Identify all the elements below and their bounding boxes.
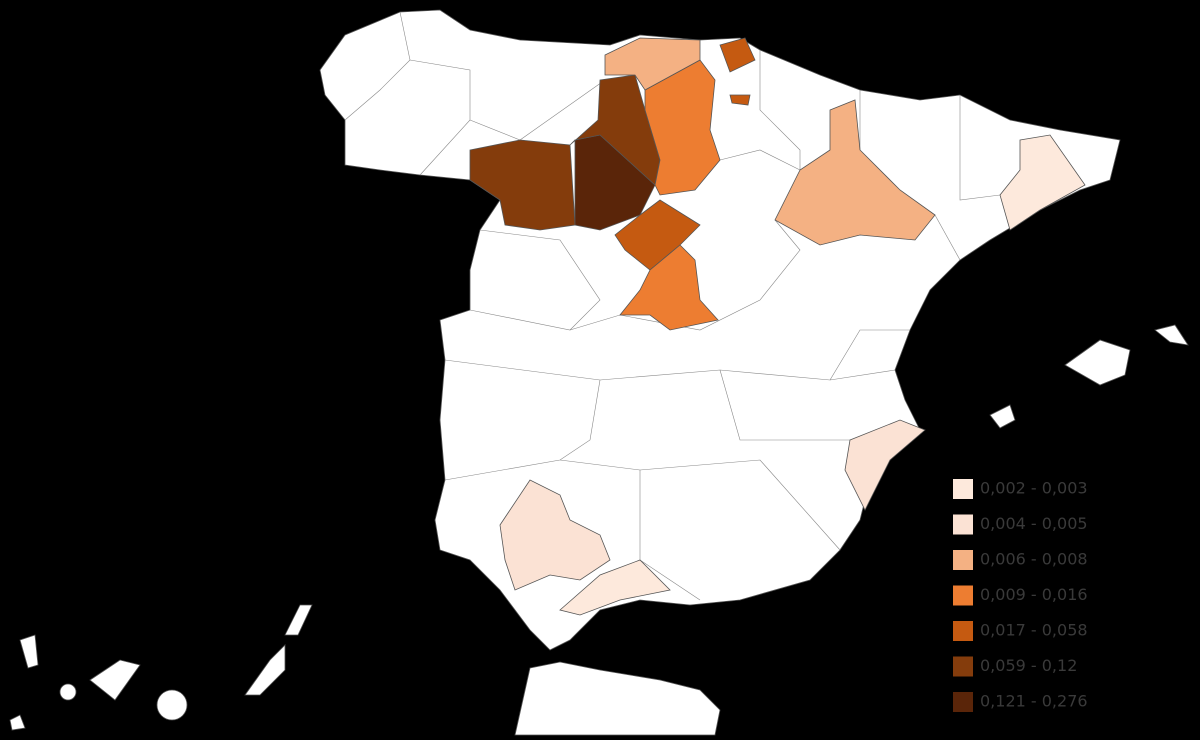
province <box>569 74 661 186</box>
legend-label: 0,002 - 0,003 <box>980 479 1088 498</box>
island <box>156 689 188 721</box>
province-borders <box>344 11 1001 601</box>
province <box>559 559 671 616</box>
africa-coast <box>514 661 721 736</box>
legend-swatch <box>953 656 973 677</box>
island <box>244 644 286 696</box>
legend-label: 0,009 - 0,016 <box>980 585 1088 604</box>
province <box>499 479 611 591</box>
province <box>719 37 756 73</box>
province <box>644 59 721 196</box>
island <box>284 604 313 636</box>
province <box>999 134 1086 231</box>
provinces <box>469 37 1086 616</box>
island <box>1064 339 1131 386</box>
province <box>619 244 719 331</box>
legend-label: 0,006 - 0,008 <box>980 550 1088 569</box>
province <box>604 37 701 91</box>
legend-swatch <box>953 585 973 606</box>
legend-swatch <box>953 621 973 641</box>
legend-swatch <box>953 514 973 535</box>
island <box>59 683 77 701</box>
island <box>1154 324 1189 346</box>
legend-swatch <box>953 479 973 499</box>
island <box>89 659 141 701</box>
province <box>729 94 751 106</box>
legend-swatch <box>953 692 973 712</box>
islands <box>9 324 1189 736</box>
legend-swatch <box>953 550 973 570</box>
province <box>774 99 936 246</box>
legend-label: 0,121 - 0,276 <box>980 692 1088 711</box>
legend-label: 0,017 - 0,058 <box>980 621 1088 640</box>
province <box>844 419 926 511</box>
island <box>989 404 1016 429</box>
legend: 0,002 - 0,003 0,004 - 0,005 0,006 - 0,008 0… <box>953 479 1088 712</box>
legend-label: 0,059 - 0,12 <box>980 656 1077 675</box>
legend-label: 0,004 - 0,005 <box>980 514 1088 533</box>
island <box>19 634 39 669</box>
province <box>469 139 576 231</box>
island <box>9 714 26 731</box>
